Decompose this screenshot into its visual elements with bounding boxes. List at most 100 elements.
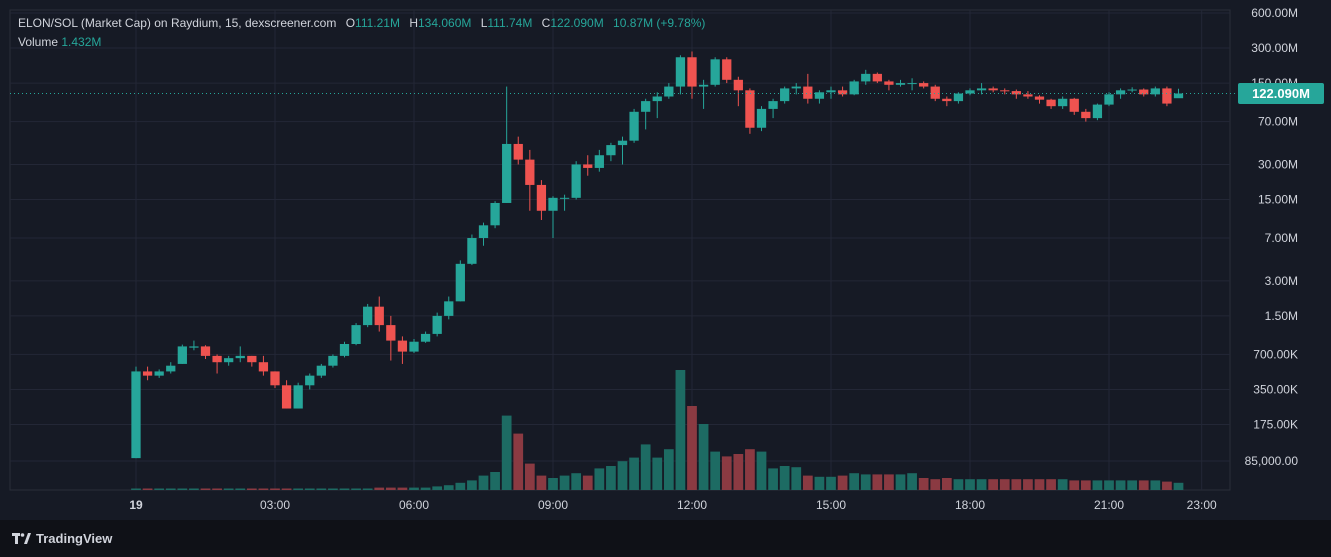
tradingview-branding[interactable]: TradingView [12,531,112,546]
x-tick-label: 12:00 [677,498,707,512]
volume-bar [999,479,1010,490]
tradingview-name: TradingView [36,531,113,546]
volume-bar [733,454,744,490]
x-tick-label: 06:00 [399,498,429,512]
y-tick-label: 175.00K [1253,417,1298,431]
candle-body [224,358,234,363]
volume-bar [548,478,558,490]
volume-bar [328,488,338,490]
candle-body [1173,93,1184,99]
candle-body [1011,91,1021,95]
volume-bar [235,488,246,490]
y-tick-label: 600.00M [1251,6,1298,20]
volume-bar [432,486,443,490]
y-tick-label: 300.00M [1251,41,1298,55]
candle-body [536,184,547,211]
candle-body [1069,98,1079,112]
candle-body [1139,89,1149,95]
candle-body [814,92,825,99]
volume-bar [1127,480,1138,490]
symbol-title: ELON/SOL (Market Cap) on Raydium, 15, de… [18,16,337,30]
plot-frame [9,9,1231,491]
candle-body [617,140,628,146]
candle-body [1115,90,1126,95]
volume-bar [1173,482,1184,490]
volume-bar [606,466,616,490]
candle-body [780,88,790,102]
x-tick-label: 21:00 [1094,498,1124,512]
y-tick-label: 15.00M [1258,192,1298,206]
candle-body [235,355,245,359]
volume-bar [351,488,361,490]
low-label: L [480,16,488,30]
candle-body [177,346,187,364]
x-tick-label: 15:00 [816,498,846,512]
volume-bar [930,479,941,490]
open-label: O [345,16,356,30]
candle-body [768,101,778,109]
candle-body [1023,94,1033,97]
volume-bar [304,488,315,490]
volume-bar [1080,480,1091,490]
candle-body [756,108,767,128]
candle-body [942,98,952,102]
candle-body [1127,89,1137,91]
candle-body [281,385,292,409]
candle-body [953,93,964,102]
volume-bar [165,488,176,490]
volume-bar [293,488,304,490]
volume-bar [895,474,906,490]
volume-bar [1046,479,1056,490]
volume-bar [212,488,222,490]
volume-bar [872,474,883,490]
volume-bar [385,487,396,490]
volume-bar [467,480,477,490]
volume-bar [837,475,848,490]
candle-body [258,362,269,372]
volume-bar [223,488,234,490]
candle-body [629,111,639,141]
candle-body [1034,96,1045,100]
volume-bar [246,488,257,490]
candle-body [559,197,570,199]
candle-body [872,73,882,82]
last-price-tag: 122.090M [1238,82,1324,104]
volume-bar [536,475,547,490]
x-tick-label: 23:00 [1187,498,1217,512]
candle-body [1058,98,1068,107]
candlestick-chart[interactable]: 600.00M300.00M150.00M70.00M30.00M15.00M7… [0,0,1331,520]
volume-bar [1150,480,1161,490]
candle-body [641,101,651,112]
candle-body [444,301,454,316]
candle-body [675,57,686,87]
volume-bar [791,467,802,490]
candle-body [571,164,581,198]
volume-bar [640,444,651,490]
candle-body [919,83,929,87]
candle-body [420,333,431,342]
low-value: 111.74M [487,16,533,30]
candle-body [351,325,361,345]
volume-bar [131,488,141,490]
candle-body [386,325,396,341]
volume-bar [409,487,419,490]
y-tick-label: 30.00M [1258,157,1298,171]
volume-bar [571,473,582,490]
x-tick-label: 18:00 [955,498,985,512]
volume-bar [490,472,500,490]
candle-body [548,197,558,211]
change-value: 10.87M (+9.78%) [613,16,706,30]
volume-bar [802,475,813,490]
candle-body [1104,94,1114,105]
volume-bar [177,488,188,490]
close-value: 122.090M [550,16,604,30]
candle-body [154,371,164,376]
y-tick-label: 350.00K [1253,382,1298,396]
volume-bar [652,457,663,490]
y-tick-label: 1.50M [1265,309,1298,323]
candle-body [884,81,894,85]
candle-body [594,155,604,168]
candle-body [687,57,697,87]
candle-body [490,202,500,226]
